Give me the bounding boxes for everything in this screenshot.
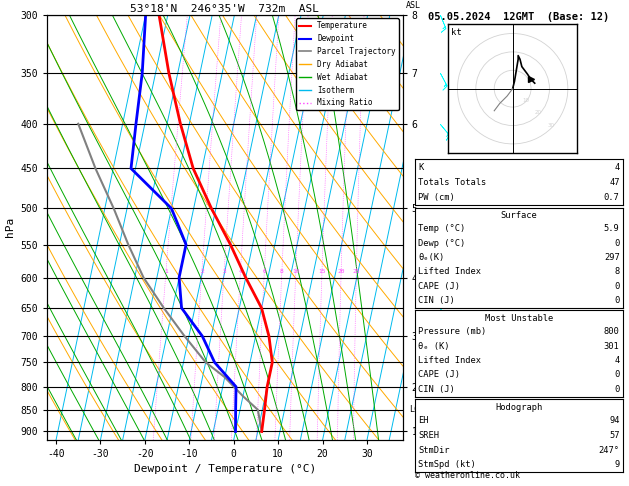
Text: 57: 57 [609, 431, 620, 440]
Text: 10: 10 [522, 98, 529, 103]
X-axis label: Dewpoint / Temperature (°C): Dewpoint / Temperature (°C) [134, 465, 316, 474]
Text: 0: 0 [615, 296, 620, 305]
Text: 10: 10 [292, 269, 299, 274]
Text: km
ASL: km ASL [406, 0, 421, 10]
Text: Surface: Surface [501, 211, 537, 220]
Text: θₑ (K): θₑ (K) [418, 342, 450, 350]
Text: 0: 0 [615, 370, 620, 380]
Text: SREH: SREH [418, 431, 439, 440]
Y-axis label: hPa: hPa [5, 217, 15, 237]
Text: 1: 1 [164, 269, 168, 274]
Text: StmSpd (kt): StmSpd (kt) [418, 460, 476, 469]
Text: kt: kt [451, 28, 462, 37]
Text: 297: 297 [604, 253, 620, 262]
Text: LCL: LCL [409, 405, 425, 414]
Text: 30: 30 [548, 123, 555, 128]
Text: 15: 15 [318, 269, 326, 274]
Text: 6: 6 [262, 269, 266, 274]
Text: 4: 4 [615, 356, 620, 365]
Text: 0: 0 [615, 282, 620, 291]
Text: 247°: 247° [599, 446, 620, 454]
Text: 301: 301 [604, 342, 620, 350]
Text: 8: 8 [280, 269, 284, 274]
Text: 2: 2 [200, 269, 204, 274]
Text: StmDir: StmDir [418, 446, 450, 454]
Text: Hodograph: Hodograph [495, 403, 543, 412]
Text: K: K [418, 162, 423, 172]
Text: PW (cm): PW (cm) [418, 193, 455, 202]
Text: 9: 9 [615, 460, 620, 469]
Text: θₑ(K): θₑ(K) [418, 253, 445, 262]
Text: 0.7: 0.7 [604, 193, 620, 202]
Text: Dewp (°C): Dewp (°C) [418, 239, 465, 248]
Text: Lifted Index: Lifted Index [418, 267, 481, 277]
Text: 05.05.2024  12GMT  (Base: 12): 05.05.2024 12GMT (Base: 12) [428, 12, 609, 22]
Text: 800: 800 [604, 327, 620, 336]
Text: 94: 94 [609, 417, 620, 425]
Text: CAPE (J): CAPE (J) [418, 370, 460, 380]
Text: EH: EH [418, 417, 429, 425]
Text: 3: 3 [222, 269, 226, 274]
Text: Most Unstable: Most Unstable [485, 314, 553, 323]
Text: 4: 4 [615, 162, 620, 172]
Text: Totals Totals: Totals Totals [418, 178, 487, 187]
Text: CIN (J): CIN (J) [418, 385, 455, 394]
Text: 4: 4 [238, 269, 242, 274]
Title: 53°18'N  246°35'W  732m  ASL: 53°18'N 246°35'W 732m ASL [130, 4, 320, 14]
Text: 8: 8 [615, 267, 620, 277]
Text: © weatheronline.co.uk: © weatheronline.co.uk [415, 471, 520, 480]
Text: Lifted Index: Lifted Index [418, 356, 481, 365]
Text: 25: 25 [353, 269, 360, 274]
Legend: Temperature, Dewpoint, Parcel Trajectory, Dry Adiabat, Wet Adiabat, Isotherm, Mi: Temperature, Dewpoint, Parcel Trajectory… [296, 18, 399, 110]
Text: 20: 20 [337, 269, 345, 274]
Text: 0: 0 [615, 385, 620, 394]
Text: 20: 20 [535, 110, 542, 116]
Text: 0: 0 [615, 239, 620, 248]
Text: Pressure (mb): Pressure (mb) [418, 327, 487, 336]
Text: 5.9: 5.9 [604, 225, 620, 233]
Text: CAPE (J): CAPE (J) [418, 282, 460, 291]
Text: 47: 47 [609, 178, 620, 187]
Text: Temp (°C): Temp (°C) [418, 225, 465, 233]
Text: CIN (J): CIN (J) [418, 296, 455, 305]
